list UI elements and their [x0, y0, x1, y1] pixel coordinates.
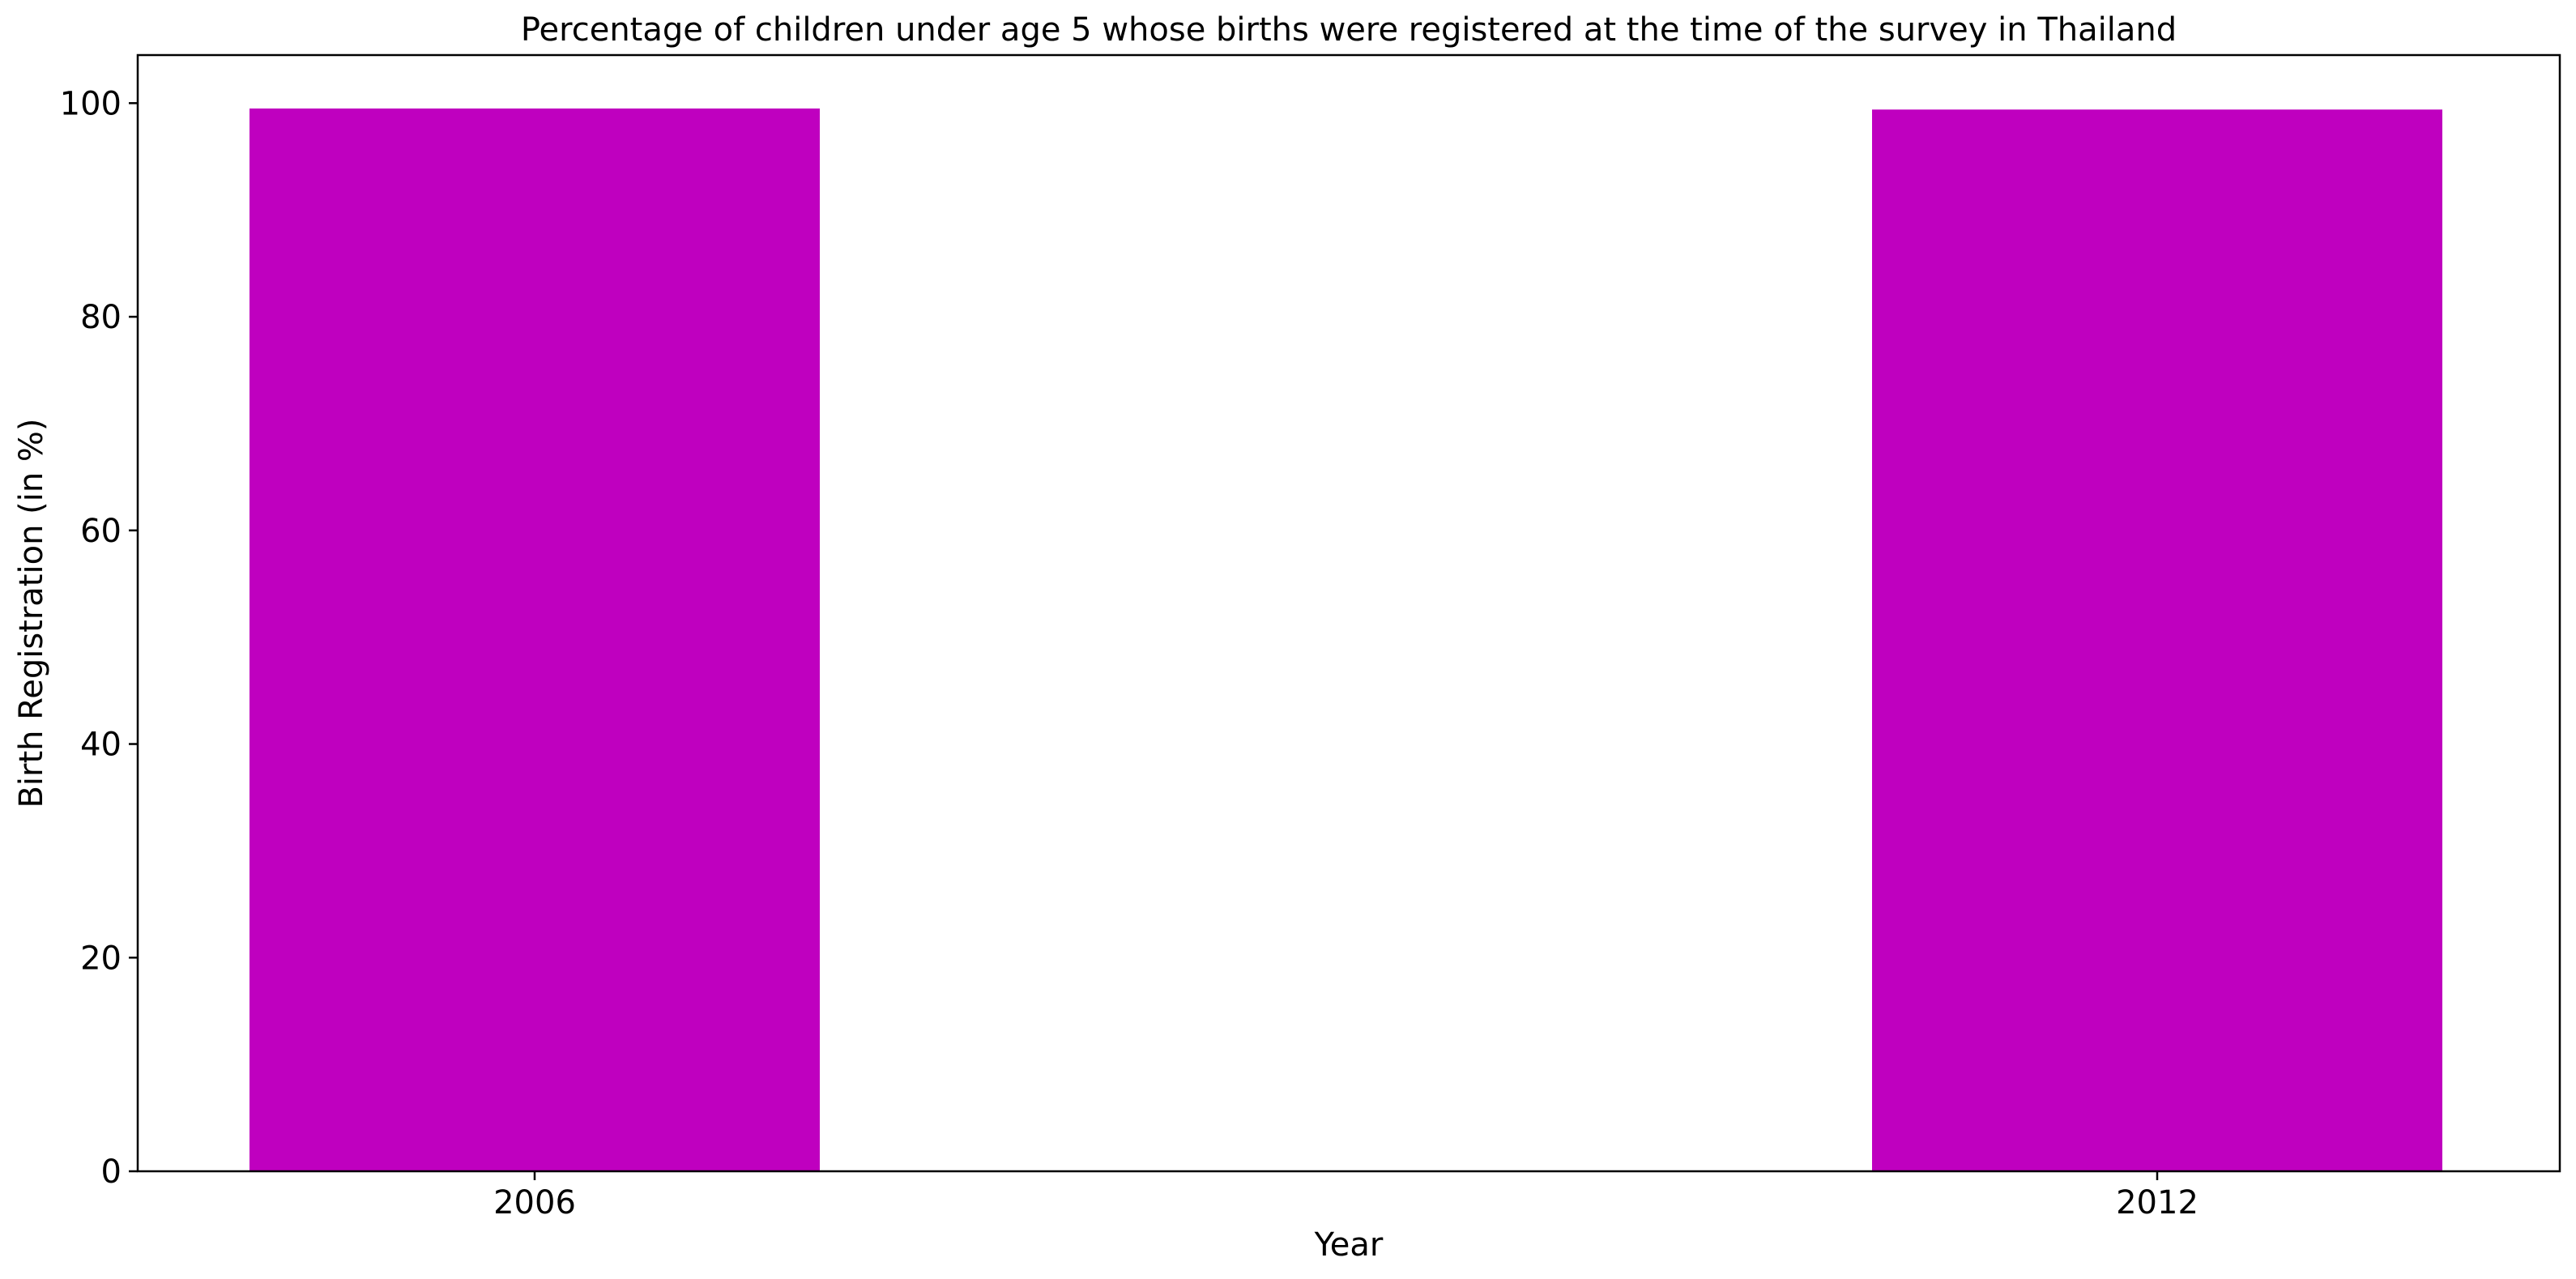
y-tick-label: 20 [80, 940, 122, 977]
y-axis-ticks: 0 20 40 60 80 100 [60, 85, 138, 1191]
bar-2006 [249, 108, 820, 1172]
chart-title: Percentage of children under age 5 whose… [521, 11, 2177, 49]
y-tick-label: 100 [60, 85, 122, 122]
x-tick-label: 2012 [2116, 1184, 2199, 1221]
y-tick-label: 0 [101, 1153, 122, 1191]
y-tick-label: 60 [80, 513, 122, 550]
y-axis-label: Birth Registration (in %) [13, 418, 50, 808]
y-tick-label: 40 [80, 727, 122, 764]
plot-frame [136, 53, 2561, 1173]
x-axis-label: Year [1314, 1226, 1384, 1264]
x-tick-label: 2006 [493, 1184, 576, 1221]
bars-layer [249, 108, 2442, 1172]
y-tick-label: 80 [80, 299, 122, 336]
x-axis-ticks: 2006 2012 [493, 1171, 2199, 1221]
bar-2012 [1872, 109, 2442, 1171]
